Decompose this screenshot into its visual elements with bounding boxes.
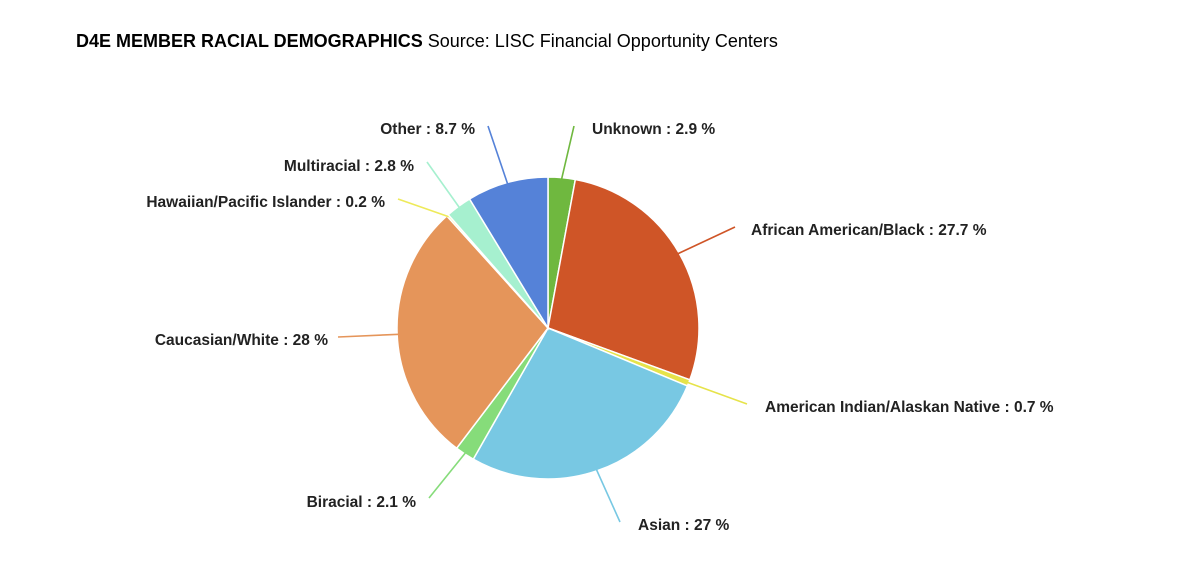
slice-label-unknown: Unknown : 2.9 %: [592, 121, 715, 138]
slice-label-african-american-black: African American/Black : 27.7 %: [751, 222, 987, 239]
chart-title: D4E MEMBER RACIAL DEMOGRAPHICS Source: L…: [76, 31, 778, 52]
leader-line-african-american-black: [676, 226, 736, 255]
chart-title-bold: D4E MEMBER RACIAL DEMOGRAPHICS: [76, 31, 423, 51]
leader-line-other: [487, 125, 509, 185]
slice-label-caucasian-white: Caucasian/White : 28 %: [155, 332, 328, 349]
leader-line-american-indian-alaskan-native: [686, 381, 748, 405]
slice-label-asian: Asian : 27 %: [638, 517, 730, 534]
chart-source: Source: LISC Financial Opportunity Cente…: [422, 31, 778, 51]
slice-label-american-indian-alaskan-native: American Indian/Alaskan Native : 0.7 %: [765, 399, 1054, 416]
leader-line-unknown: [560, 125, 575, 180]
slice-label-biracial: Biracial : 2.1 %: [307, 494, 417, 511]
slice-label-other: Other : 8.7 %: [380, 121, 475, 138]
leader-line-caucasian-white: [337, 333, 400, 338]
leader-line-asian: [595, 468, 621, 523]
slice-label-hawaiian-pacific-islander: Hawaiian/Pacific Islander : 0.2 %: [146, 194, 385, 211]
leader-line-hawaiian-pacific-islander: [397, 198, 450, 218]
leader-line-multiracial: [426, 161, 461, 209]
leader-line-biracial: [428, 451, 467, 499]
slice-label-multiracial: Multiracial : 2.8 %: [284, 158, 414, 175]
